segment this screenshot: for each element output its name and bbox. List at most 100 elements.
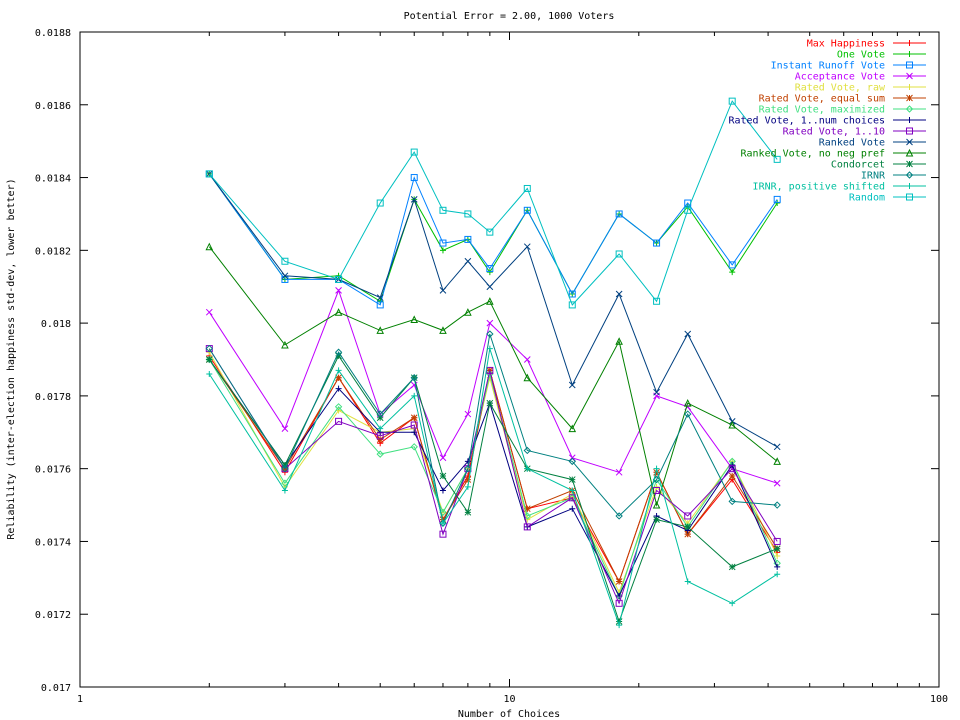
data-point (615, 578, 623, 585)
series-condorcet (205, 352, 781, 625)
series-rated-vote-1-num-choices (206, 356, 781, 600)
data-point (773, 443, 781, 451)
series-rated-vote-1-10 (205, 345, 781, 607)
data-point (728, 563, 736, 571)
data-point (205, 356, 213, 363)
data-point (439, 239, 447, 247)
data-point (569, 487, 576, 494)
data-point (486, 228, 494, 236)
data-point (335, 385, 342, 392)
data-point (653, 516, 660, 523)
data-point (334, 348, 343, 356)
legend-label: IRNR (861, 171, 886, 182)
data-point (486, 345, 493, 352)
data-point (728, 465, 736, 473)
series-line (208, 359, 778, 583)
data-point (905, 105, 914, 113)
data-point (464, 410, 472, 418)
data-point (569, 505, 576, 512)
data-point (568, 301, 576, 309)
series-random (205, 97, 781, 309)
data-point (439, 472, 447, 480)
legend-item: Ranked Vote (819, 138, 926, 149)
data-point (905, 148, 914, 157)
legend-item: Ranked Vote, no neg pref (741, 148, 926, 160)
data-point (486, 297, 494, 305)
data-point (684, 206, 692, 214)
x-tick-label: 100 (930, 694, 948, 705)
data-point (728, 472, 736, 480)
data-point (906, 94, 913, 102)
legend-item: Acceptance Vote (795, 72, 926, 83)
data-point (335, 287, 342, 294)
legend-label: Max Happiness (807, 39, 885, 50)
data-point (464, 483, 471, 490)
y-tick-label: 0.017 (41, 683, 71, 694)
data-point (376, 432, 384, 440)
data-point (439, 530, 447, 538)
data-point (905, 171, 914, 179)
data-point (523, 523, 531, 531)
data-point (439, 206, 447, 214)
series-irnr-positive-shifted (206, 345, 781, 629)
data-point (774, 553, 781, 559)
series-instant-runoff-vote (205, 170, 781, 309)
series-irnr (205, 330, 781, 527)
data-point (653, 239, 661, 247)
series-line (208, 359, 778, 598)
data-point (906, 72, 913, 80)
data-point (206, 371, 213, 378)
data-point (729, 600, 736, 607)
data-point (523, 356, 531, 363)
legend-label: Condorcet (831, 160, 885, 171)
data-point (464, 476, 472, 483)
legend-item: IRNR, positive shifted (753, 182, 926, 193)
data-point (205, 170, 213, 178)
data-point (773, 545, 781, 553)
data-point (377, 425, 384, 432)
data-point (410, 414, 418, 422)
data-point (684, 530, 692, 538)
y-tick-label: 0.0172 (35, 610, 71, 621)
data-point (684, 330, 692, 338)
data-point (523, 184, 531, 192)
x-tick-label: 10 (503, 694, 515, 705)
x-axis-label: Number of Choices (458, 709, 560, 720)
data-point (410, 421, 418, 429)
legend-label: Instant Runoff Vote (771, 61, 885, 72)
data-point (568, 457, 576, 466)
data-point (486, 319, 494, 327)
data-point (464, 508, 472, 516)
data-point (615, 468, 623, 476)
data-point (906, 84, 913, 90)
data-point (376, 450, 384, 458)
data-point (773, 479, 781, 487)
legend-item: Rated Vote, raw (795, 83, 926, 94)
data-point (568, 424, 577, 433)
data-point (728, 261, 736, 269)
legend-item: Rated Vote, maximized (759, 105, 926, 116)
data-point (568, 290, 576, 298)
data-point (205, 242, 214, 251)
data-point (335, 374, 342, 382)
y-tick-label: 0.018 (41, 319, 71, 330)
legend-item: Random (849, 193, 926, 204)
y-tick-label: 0.0178 (35, 392, 71, 403)
data-point (376, 301, 384, 309)
legend-label: Rated Vote, 1..num choices (728, 116, 885, 127)
data-point (773, 155, 781, 163)
data-point (615, 337, 623, 345)
data-point (281, 272, 289, 280)
data-point (523, 206, 531, 214)
data-point (486, 265, 494, 273)
y-tick-label: 0.0174 (35, 537, 71, 548)
data-point (653, 465, 660, 472)
data-point (439, 487, 446, 494)
data-point (906, 51, 913, 57)
data-point (773, 457, 781, 465)
data-point (906, 193, 913, 201)
data-point (906, 127, 913, 135)
series-line (208, 173, 778, 303)
data-point (773, 195, 781, 203)
